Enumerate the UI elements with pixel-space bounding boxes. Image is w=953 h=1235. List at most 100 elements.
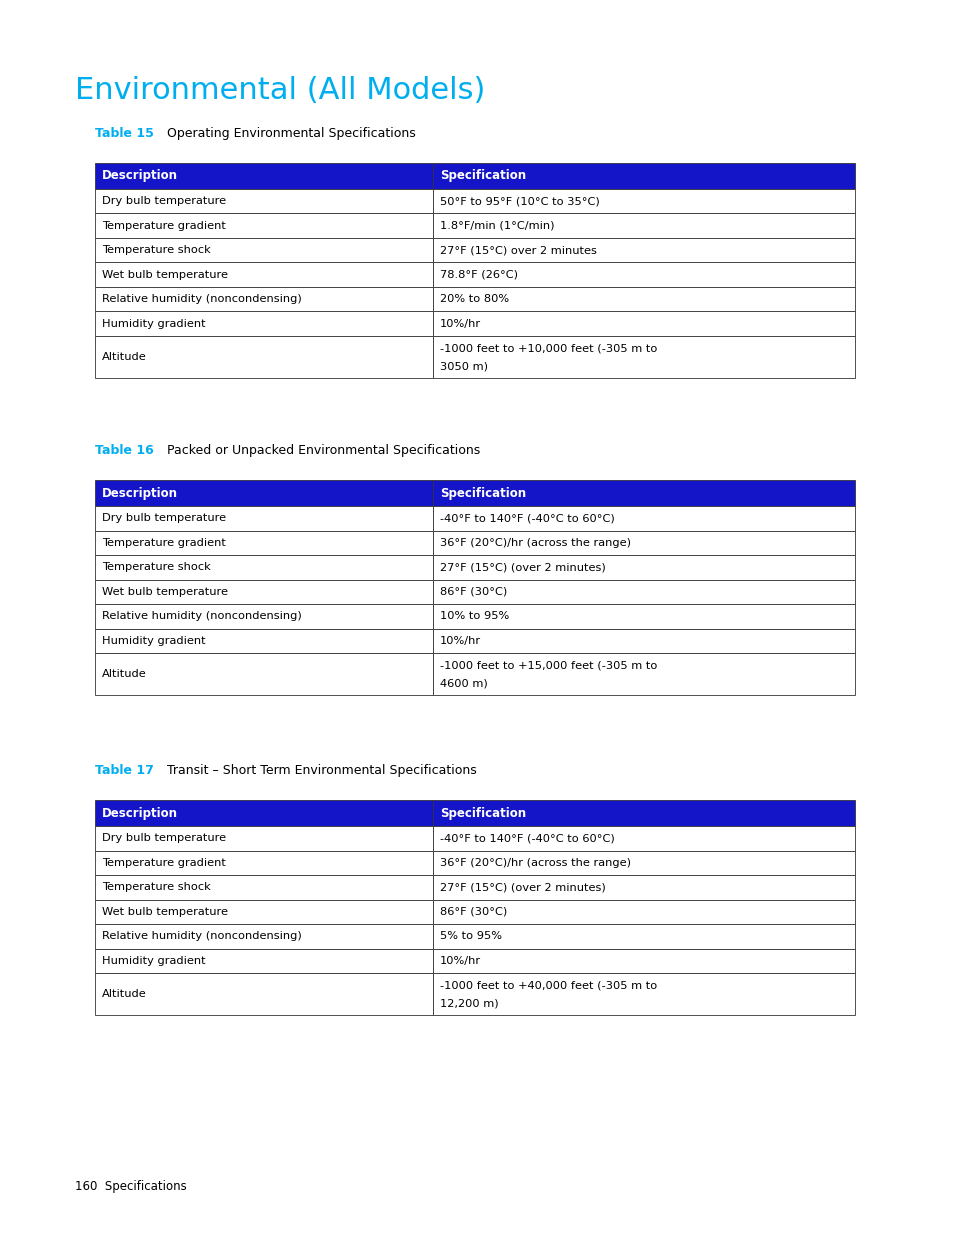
Bar (433, 163, 854, 189)
Text: 50°F to 95°F (10°C to 35°C): 50°F to 95°F (10°C to 35°C) (439, 196, 599, 206)
Bar (433, 189, 854, 214)
Text: 4600 m): 4600 m) (439, 678, 487, 688)
Text: -40°F to 140°F (-40°C to 60°C): -40°F to 140°F (-40°C to 60°C) (439, 834, 615, 844)
Text: -1000 feet to +40,000 feet (-305 m to: -1000 feet to +40,000 feet (-305 m to (439, 981, 657, 990)
Bar (95, 506, 433, 531)
Text: Description: Description (102, 169, 178, 183)
Bar (433, 826, 854, 851)
Bar (433, 899, 854, 924)
Text: Humidity gradient: Humidity gradient (102, 636, 206, 646)
Text: Packed or Unpacked Environmental Specifications: Packed or Unpacked Environmental Specifi… (167, 445, 479, 457)
Bar (433, 555, 854, 579)
Text: Relative humidity (noncondensing): Relative humidity (noncondensing) (102, 294, 301, 304)
Text: 12,200 m): 12,200 m) (439, 998, 498, 1008)
Bar (433, 629, 854, 653)
Bar (433, 800, 854, 826)
Bar (433, 336, 854, 378)
Bar (95, 948, 433, 973)
Text: 27°F (15°C) (over 2 minutes): 27°F (15°C) (over 2 minutes) (439, 562, 605, 572)
Bar (433, 876, 854, 899)
Text: Altitude: Altitude (102, 669, 147, 679)
Bar (95, 653, 433, 695)
Bar (95, 604, 433, 629)
Text: Temperature gradient: Temperature gradient (102, 537, 226, 548)
Text: Specification: Specification (439, 487, 526, 499)
Bar (433, 506, 854, 531)
Text: Humidity gradient: Humidity gradient (102, 319, 206, 329)
Bar (433, 238, 854, 263)
Bar (95, 311, 433, 336)
Text: 10% to 95%: 10% to 95% (439, 611, 509, 621)
Text: 3050 m): 3050 m) (439, 362, 488, 372)
Text: 27°F (15°C) over 2 minutes: 27°F (15°C) over 2 minutes (439, 246, 597, 256)
Text: Relative humidity (noncondensing): Relative humidity (noncondensing) (102, 931, 301, 941)
Text: Temperature gradient: Temperature gradient (102, 221, 226, 231)
Text: 5% to 95%: 5% to 95% (439, 931, 501, 941)
Bar (95, 899, 433, 924)
Bar (95, 238, 433, 263)
Text: 86°F (30°C): 86°F (30°C) (439, 906, 507, 916)
Text: Altitude: Altitude (102, 352, 147, 362)
Bar (95, 851, 433, 876)
Bar (95, 189, 433, 214)
Bar (95, 876, 433, 899)
Bar (433, 653, 854, 695)
Bar (433, 287, 854, 311)
Text: 20% to 80%: 20% to 80% (439, 294, 509, 304)
Bar (433, 480, 854, 506)
Text: 10%/hr: 10%/hr (439, 956, 481, 966)
Bar (433, 531, 854, 555)
Bar (433, 851, 854, 876)
Bar (95, 480, 433, 506)
Text: Operating Environmental Specifications: Operating Environmental Specifications (167, 127, 416, 140)
Text: Table 16: Table 16 (95, 445, 153, 457)
Bar (433, 948, 854, 973)
Bar (433, 579, 854, 604)
Text: -1000 feet to +15,000 feet (-305 m to: -1000 feet to +15,000 feet (-305 m to (439, 661, 657, 671)
Text: Table 15: Table 15 (95, 127, 153, 140)
Bar (95, 973, 433, 1015)
Text: 10%/hr: 10%/hr (439, 319, 481, 329)
Text: Temperature gradient: Temperature gradient (102, 858, 226, 868)
Text: -40°F to 140°F (-40°C to 60°C): -40°F to 140°F (-40°C to 60°C) (439, 514, 615, 524)
Text: Relative humidity (noncondensing): Relative humidity (noncondensing) (102, 611, 301, 621)
Bar (95, 214, 433, 238)
Text: 160  Specifications: 160 Specifications (75, 1179, 187, 1193)
Bar (95, 800, 433, 826)
Text: -1000 feet to +10,000 feet (-305 m to: -1000 feet to +10,000 feet (-305 m to (439, 343, 657, 353)
Bar (433, 924, 854, 948)
Text: Temperature shock: Temperature shock (102, 562, 211, 572)
Bar (95, 163, 433, 189)
Text: 27°F (15°C) (over 2 minutes): 27°F (15°C) (over 2 minutes) (439, 882, 605, 892)
Text: Description: Description (102, 806, 178, 820)
Text: Table 17: Table 17 (95, 764, 153, 777)
Text: Specification: Specification (439, 169, 526, 183)
Bar (433, 263, 854, 287)
Bar (95, 287, 433, 311)
Text: Wet bulb temperature: Wet bulb temperature (102, 269, 228, 280)
Text: Humidity gradient: Humidity gradient (102, 956, 206, 966)
Bar (95, 629, 433, 653)
Bar (433, 973, 854, 1015)
Text: 1.8°F/min (1°C/min): 1.8°F/min (1°C/min) (439, 221, 554, 231)
Bar (95, 924, 433, 948)
Text: Dry bulb temperature: Dry bulb temperature (102, 514, 226, 524)
Text: 86°F (30°C): 86°F (30°C) (439, 587, 507, 597)
Text: 36°F (20°C)/hr (across the range): 36°F (20°C)/hr (across the range) (439, 537, 631, 548)
Text: 78.8°F (26°C): 78.8°F (26°C) (439, 269, 517, 280)
Text: Transit – Short Term Environmental Specifications: Transit – Short Term Environmental Speci… (167, 764, 476, 777)
Text: Dry bulb temperature: Dry bulb temperature (102, 834, 226, 844)
Bar (95, 531, 433, 555)
Text: Specification: Specification (439, 806, 526, 820)
Bar (95, 826, 433, 851)
Bar (95, 263, 433, 287)
Text: Temperature shock: Temperature shock (102, 246, 211, 256)
Text: Wet bulb temperature: Wet bulb temperature (102, 587, 228, 597)
Bar (95, 579, 433, 604)
Text: 10%/hr: 10%/hr (439, 636, 481, 646)
Text: Wet bulb temperature: Wet bulb temperature (102, 906, 228, 916)
Text: Temperature shock: Temperature shock (102, 882, 211, 892)
Bar (95, 336, 433, 378)
Text: Dry bulb temperature: Dry bulb temperature (102, 196, 226, 206)
Bar (433, 604, 854, 629)
